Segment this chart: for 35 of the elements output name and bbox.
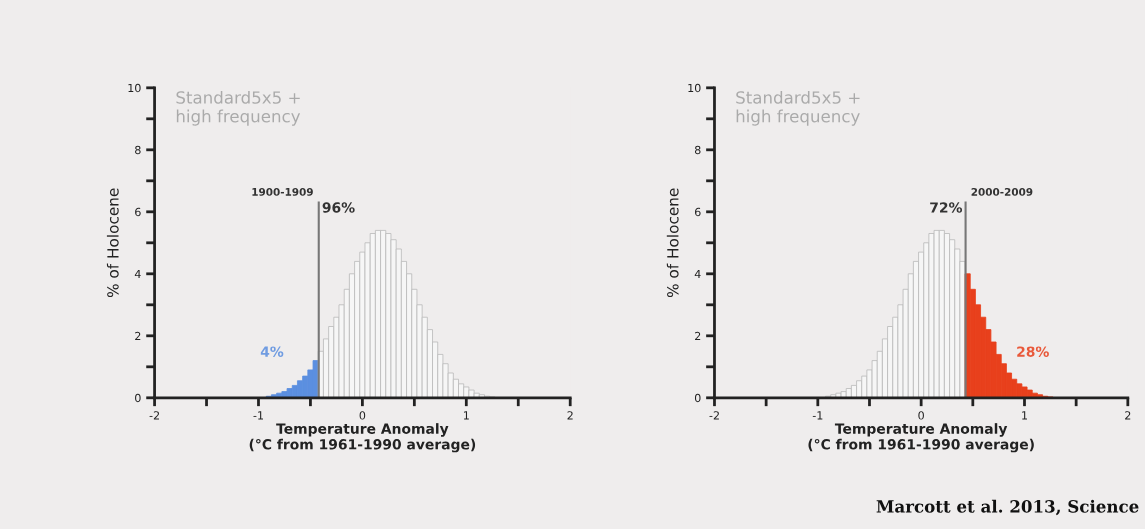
y-tick-label: 8 bbox=[135, 145, 141, 155]
y-tick-label: 10 bbox=[688, 83, 701, 93]
y-tick-label: 4 bbox=[134, 269, 141, 279]
annotation: Standard5x5 + high frequency bbox=[736, 90, 860, 126]
y-tick-label: 2 bbox=[695, 331, 701, 341]
y-axis-title: % of Holocene bbox=[106, 188, 119, 298]
y-tick-label: 6 bbox=[694, 207, 701, 217]
x-tick-label: 2 bbox=[1125, 411, 1131, 420]
x-tick-label: -2 bbox=[149, 411, 159, 420]
annotation: 96% bbox=[322, 202, 355, 213]
x-tick-label: 1 bbox=[463, 411, 469, 420]
x-tick-label: -2 bbox=[709, 411, 719, 420]
x-tick-label: 0 bbox=[359, 411, 366, 420]
x-tick-label: 2 bbox=[567, 411, 573, 420]
x-axis-title: Temperature Anomaly (°C from 1961-1990 average) bbox=[249, 423, 476, 453]
y-tick-label: 8 bbox=[694, 145, 701, 155]
annotation: 4% bbox=[260, 346, 284, 357]
annotation: Standard5x5 + high frequency bbox=[176, 90, 301, 126]
annotation: 28% bbox=[1017, 346, 1049, 357]
y-tick-label: 0 bbox=[694, 393, 701, 403]
x-tick-label: -1 bbox=[253, 411, 263, 420]
x-tick-label: 0 bbox=[918, 411, 924, 420]
x-axis-title: Temperature Anomaly (°C from 1961-1990 average) bbox=[808, 423, 1034, 453]
y-axis-title: % of Holocene bbox=[666, 188, 679, 298]
x-tick-label: -1 bbox=[812, 411, 823, 420]
text: Marcott et al. 2013, Science bbox=[876, 499, 1139, 516]
x-tick-label: 1 bbox=[1022, 411, 1027, 420]
y-tick-label: 4 bbox=[694, 269, 701, 279]
y-tick-label: 0 bbox=[135, 393, 141, 403]
y-tick-label: 10 bbox=[128, 83, 141, 93]
annotation: 2000-2009 bbox=[971, 187, 1033, 196]
annotation: 72% bbox=[930, 202, 963, 213]
annotation: 1900-1909 bbox=[252, 187, 313, 196]
y-tick-label: 2 bbox=[135, 331, 141, 341]
y-tick-label: 6 bbox=[135, 207, 141, 217]
